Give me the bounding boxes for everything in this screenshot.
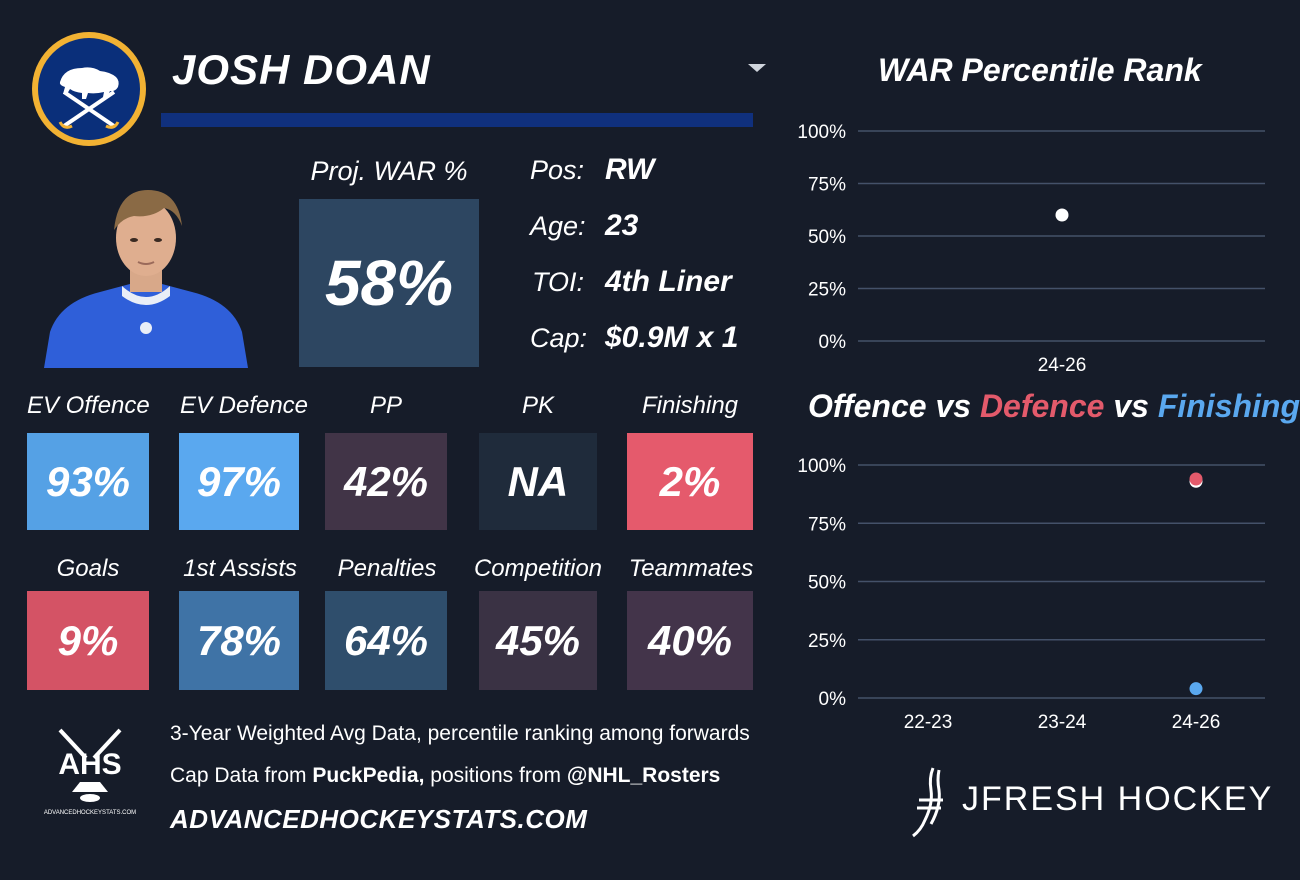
chart-title-offence-defence-finishing: Offence vs Defence vs Finishing <box>808 388 1300 425</box>
toi-value: 4th Liner <box>605 265 732 298</box>
y-tick-label: 75% <box>808 514 846 535</box>
title-offence: Offence <box>808 388 927 424</box>
ahs-logo-text: AHS <box>58 748 121 781</box>
stat-value: 64% <box>343 616 429 664</box>
footer-credits: Cap Data from PuckPedia, positions from … <box>170 764 720 788</box>
title-finishing: Finishing <box>1157 388 1300 424</box>
stat-tile-pk: NA <box>479 433 597 530</box>
site-link[interactable]: ADVANCEDHOCKEYSTATS.COM <box>170 804 588 834</box>
stat-label: 1st Assists <box>183 555 297 582</box>
stat-value: 40% <box>647 616 733 664</box>
y-tick-label: 50% <box>808 227 846 248</box>
title-defence: Defence <box>979 388 1105 424</box>
stat-label: Penalties <box>337 555 437 582</box>
stat-tile-competition: 45% <box>479 591 597 690</box>
x-tick-label: 24-26 <box>1172 712 1221 733</box>
toi-label: TOI: <box>531 267 584 297</box>
stat-tile-ev-defence: 97% <box>179 433 299 530</box>
stat-label: Teammates <box>628 555 754 582</box>
age-value: 23 <box>605 209 639 242</box>
y-tick-label: 75% <box>808 175 846 196</box>
title-vs-2: vs <box>1104 388 1158 424</box>
stat-tile-ev-offence: 93% <box>27 433 149 530</box>
stat-value: 78% <box>196 616 282 664</box>
stat-value: 45% <box>495 616 581 664</box>
chart-title-war: WAR Percentile Rank <box>878 52 1202 88</box>
stat-label: Goals <box>56 555 120 582</box>
stat-value: 2% <box>659 457 721 505</box>
team-logo <box>32 32 146 146</box>
y-tick-label: 0% <box>819 332 847 353</box>
brand-name: JFRESH HOCKEY <box>962 780 1274 818</box>
y-tick-label: 100% <box>797 456 846 477</box>
stat-tile-finishing: 2% <box>627 433 753 530</box>
ahs-logo-small-text: ADVANCEDHOCKEYSTATS.COM <box>44 810 136 816</box>
player-photo <box>44 190 248 368</box>
data-point <box>1189 682 1203 696</box>
data-point <box>1055 208 1069 222</box>
footer-note: 3-Year Weighted Avg Data, percentile ran… <box>170 722 750 745</box>
ahs-logo: AHS ADVANCEDHOCKEYSTATS.COM <box>44 728 136 816</box>
x-tick-label: 22-23 <box>904 712 953 733</box>
data-point <box>1189 472 1203 486</box>
x-tick-label: 23-24 <box>1038 712 1087 733</box>
cap-value: $0.9M x 1 <box>605 321 739 354</box>
y-tick-label: 100% <box>797 122 846 143</box>
stat-tile-pp: 42% <box>325 433 447 530</box>
y-tick-label: 25% <box>808 280 846 301</box>
proj-war-value: 58% <box>324 247 454 319</box>
stat-label: PK <box>521 392 554 419</box>
stat-value: NA <box>507 457 569 505</box>
stat-label: Finishing <box>641 392 739 419</box>
pos-label: Pos: <box>530 155 585 185</box>
nhl-rosters-link[interactable]: @NHL_Rosters <box>566 764 721 787</box>
x-tick-label: 24-26 <box>1038 355 1087 376</box>
stat-value: 9% <box>57 616 119 664</box>
stat-tile-penalties: 64% <box>325 591 447 690</box>
proj-war-tile: 58% <box>299 199 479 367</box>
offence-defence-finishing-chart: 0% 25% 50% 75% 100% 22-23 23-24 24-26 <box>797 456 1265 733</box>
age-label: Age: <box>530 211 586 241</box>
stat-value: 93% <box>45 457 131 505</box>
player-name[interactable]: JOSH DOAN <box>172 46 431 93</box>
jfresh-logo-icon <box>912 767 943 838</box>
y-tick-label: 25% <box>808 631 846 652</box>
stat-value: 97% <box>196 457 282 505</box>
stat-label: EV Offence <box>27 392 150 419</box>
stat-tile-goals: 9% <box>27 591 149 690</box>
stat-label: PP <box>369 392 402 419</box>
stat-value: 42% <box>343 457 429 505</box>
cap-label: Cap: <box>530 323 588 353</box>
y-tick-label: 0% <box>819 689 847 710</box>
stat-label: Competition <box>473 555 603 582</box>
pos-value: RW <box>605 153 655 186</box>
footer-credits-mid: positions from <box>424 764 567 787</box>
puckpedia-link[interactable]: PuckPedia, <box>312 764 425 787</box>
stat-label: EV Defence <box>179 392 309 419</box>
title-vs-1: vs <box>926 388 980 424</box>
chevron-down-icon[interactable] <box>748 64 766 72</box>
stat-tile-1st-assists: 78% <box>179 591 299 690</box>
team-color-bar <box>161 113 753 127</box>
war-percentile-chart: 0% 25% 50% 75% 100% 24-26 <box>797 122 1265 376</box>
proj-war-label: Proj. WAR % <box>310 156 468 186</box>
footer-credits-prefix: Cap Data from <box>170 764 313 787</box>
stat-tile-teammates: 40% <box>627 591 753 690</box>
y-tick-label: 50% <box>808 573 846 594</box>
